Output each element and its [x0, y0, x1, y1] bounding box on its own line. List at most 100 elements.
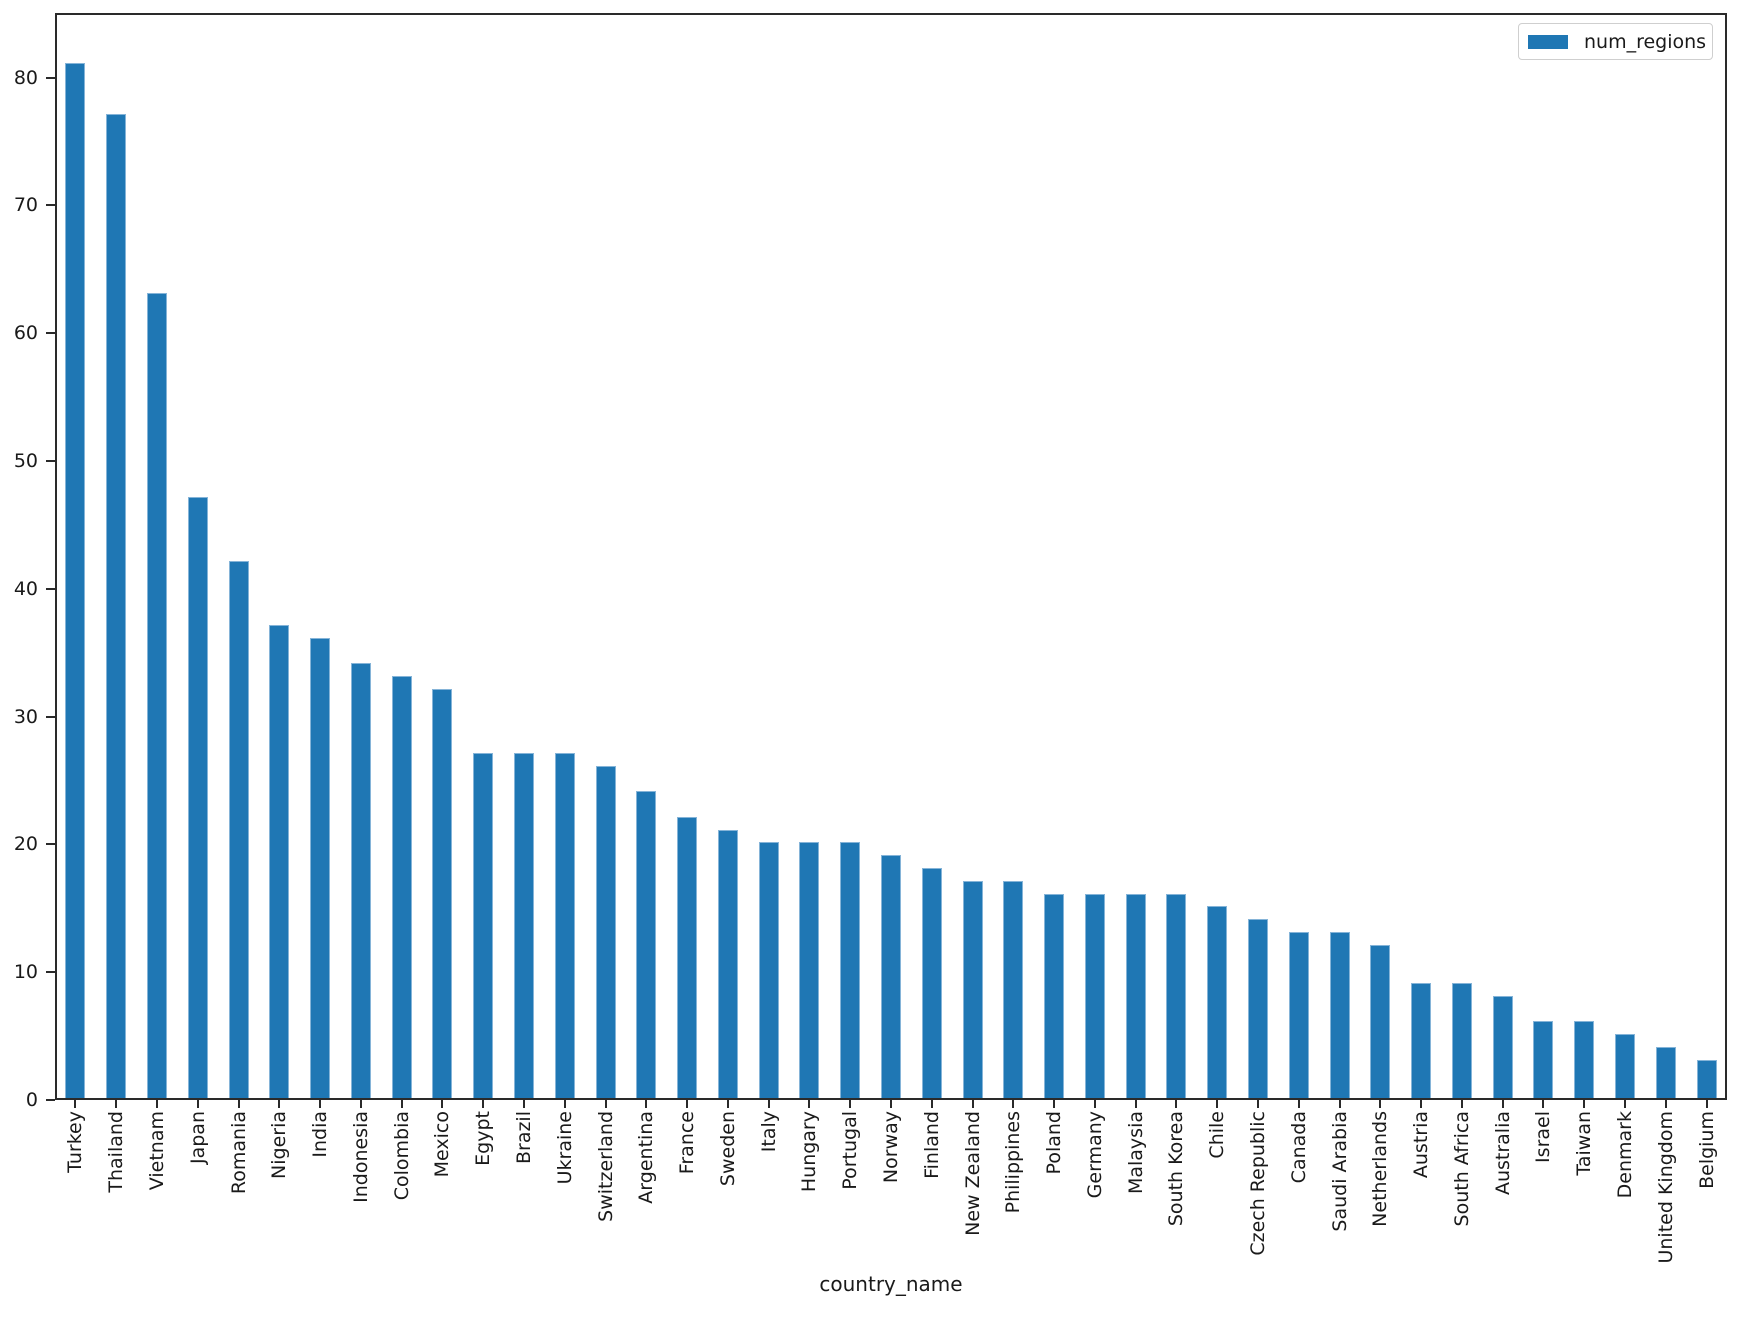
x-tick-label-sweden: Sweden: [716, 1111, 739, 1187]
x-tick-new-zealand: [971, 1100, 974, 1108]
x-tick-label-turkey: Turkey: [64, 1111, 87, 1173]
x-tick-label-france: France: [676, 1111, 699, 1175]
x-tick-argentina: [645, 1100, 648, 1108]
bar-south-korea: [1166, 894, 1187, 1098]
x-tick-label-switzerland: Switzerland: [594, 1111, 617, 1222]
bar-australia: [1492, 996, 1513, 1098]
x-tick-label-united-kingdom: United Kingdom: [1654, 1111, 1677, 1264]
y-tick-50: [46, 459, 55, 462]
bar-united-kingdom: [1655, 1047, 1676, 1098]
bar-romania: [228, 561, 249, 1098]
bar-japan: [187, 497, 208, 1098]
x-tick-label-ukraine: Ukraine: [553, 1111, 576, 1185]
x-tick-label-italy: Italy: [757, 1111, 780, 1153]
x-tick-france: [686, 1100, 689, 1108]
x-tick-italy: [767, 1100, 770, 1108]
bar-italy: [758, 842, 779, 1098]
x-tick-thailand: [115, 1100, 118, 1108]
x-tick-label-denmark: Denmark: [1614, 1111, 1637, 1199]
x-tick-mexico: [441, 1100, 444, 1108]
bar-switzerland: [595, 766, 616, 1098]
bar-sweden: [717, 830, 738, 1098]
x-tick-egypt: [482, 1100, 485, 1108]
bar-brazil: [513, 753, 534, 1098]
x-tick-label-portugal: Portugal: [839, 1111, 862, 1190]
bar-ukraine: [554, 753, 575, 1098]
plot-area: [55, 13, 1727, 1100]
x-tick-label-austria: Austria: [1410, 1111, 1433, 1179]
x-tick-australia: [1501, 1100, 1504, 1108]
bar-israel: [1533, 1021, 1554, 1098]
x-tick-south-africa: [1460, 1100, 1463, 1108]
x-tick-label-finland: Finland: [920, 1111, 943, 1179]
x-tick-label-canada: Canada: [1287, 1111, 1310, 1184]
x-tick-label-australia: Australia: [1491, 1111, 1514, 1196]
x-tick-label-netherlands: Netherlands: [1369, 1111, 1392, 1227]
x-tick-ukraine: [563, 1100, 566, 1108]
x-tick-malaysia: [1134, 1100, 1137, 1108]
x-tick-label-japan: Japan: [186, 1111, 209, 1164]
x-tick-sweden: [726, 1100, 729, 1108]
bar-denmark: [1615, 1034, 1636, 1098]
x-tick-vietnam: [155, 1100, 158, 1108]
y-tick-0: [46, 1099, 55, 1101]
x-tick-turkey: [74, 1100, 77, 1108]
x-tick-austria: [1420, 1100, 1423, 1108]
y-tick-80: [46, 76, 55, 79]
x-tick-label-czech-republic: Czech Republic: [1247, 1111, 1270, 1256]
legend: num_regions: [1518, 23, 1713, 60]
bar-hungary: [799, 842, 820, 1098]
x-tick-japan: [196, 1100, 199, 1108]
bar-indonesia: [350, 663, 371, 1098]
x-tick-romania: [237, 1100, 240, 1108]
y-tick-label-0: 0: [25, 1089, 38, 1111]
y-tick-label-20: 20: [13, 833, 38, 856]
bar-argentina: [636, 791, 657, 1098]
y-tick-label-70: 70: [13, 194, 38, 217]
x-tick-label-thailand: Thailand: [105, 1111, 128, 1193]
x-tick-label-colombia: Colombia: [390, 1111, 413, 1201]
bar-finland: [921, 868, 942, 1098]
x-tick-label-vietnam: Vietnam: [145, 1111, 168, 1191]
y-tick-label-60: 60: [13, 322, 38, 345]
x-tick-saudi-arabia: [1338, 1100, 1341, 1108]
x-tick-hungary: [808, 1100, 811, 1108]
bar-turkey: [65, 63, 86, 1098]
x-tick-netherlands: [1379, 1100, 1382, 1108]
y-tick-label-40: 40: [13, 577, 38, 600]
y-tick-20: [46, 843, 55, 846]
x-tick-taiwan: [1583, 1100, 1586, 1108]
x-tick-label-indonesia: Indonesia: [349, 1111, 372, 1203]
bar-saudi-arabia: [1329, 932, 1350, 1098]
bar-belgium: [1696, 1060, 1717, 1098]
x-tick-norway: [890, 1100, 892, 1108]
bar-france: [677, 817, 698, 1098]
x-tick-portugal: [849, 1100, 852, 1108]
x-tick-label-philippines: Philippines: [1002, 1111, 1025, 1214]
x-tick-label-chile: Chile: [1206, 1111, 1229, 1159]
bar-philippines: [1003, 881, 1024, 1098]
bar-india: [310, 638, 331, 1098]
bar-norway: [881, 855, 901, 1098]
bar-germany: [1084, 894, 1105, 1098]
x-tick-canada: [1297, 1100, 1300, 1108]
x-tick-label-malaysia: Malaysia: [1124, 1111, 1147, 1195]
x-tick-label-taiwan: Taiwan: [1573, 1111, 1596, 1176]
bar-poland: [1044, 894, 1065, 1098]
bar-colombia: [391, 676, 412, 1098]
x-tick-philippines: [1012, 1100, 1015, 1108]
x-tick-belgium: [1705, 1100, 1708, 1108]
bar-austria: [1411, 983, 1432, 1098]
bar-netherlands: [1370, 945, 1391, 1098]
bar-mexico: [432, 689, 453, 1098]
x-tick-south-korea: [1175, 1100, 1178, 1108]
y-tick-10: [46, 971, 55, 974]
x-axis-title: country_name: [819, 1272, 963, 1296]
x-tick-label-saudi-arabia: Saudi Arabia: [1328, 1111, 1351, 1232]
bar-south-africa: [1451, 983, 1472, 1098]
x-tick-colombia: [400, 1100, 403, 1108]
x-tick-label-belgium: Belgium: [1695, 1111, 1718, 1189]
x-tick-label-mexico: Mexico: [431, 1111, 454, 1178]
x-tick-label-india: India: [309, 1111, 332, 1158]
bar-malaysia: [1125, 894, 1146, 1098]
